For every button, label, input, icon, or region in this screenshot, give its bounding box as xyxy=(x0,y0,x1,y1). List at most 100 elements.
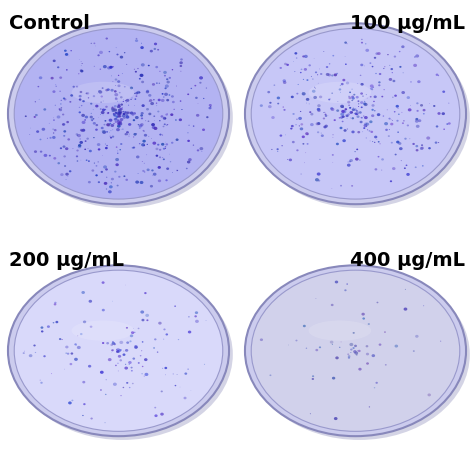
Ellipse shape xyxy=(154,120,155,121)
Ellipse shape xyxy=(364,123,367,126)
Ellipse shape xyxy=(415,145,418,147)
Ellipse shape xyxy=(118,112,121,116)
Ellipse shape xyxy=(93,109,94,110)
Ellipse shape xyxy=(361,39,363,40)
Ellipse shape xyxy=(133,328,134,329)
Ellipse shape xyxy=(366,126,367,127)
Ellipse shape xyxy=(260,338,263,341)
Ellipse shape xyxy=(157,49,159,51)
Ellipse shape xyxy=(174,305,176,307)
Ellipse shape xyxy=(169,77,171,79)
Ellipse shape xyxy=(309,320,371,341)
Ellipse shape xyxy=(269,102,272,104)
Ellipse shape xyxy=(125,133,128,136)
Ellipse shape xyxy=(119,341,123,344)
Ellipse shape xyxy=(94,163,95,164)
Ellipse shape xyxy=(350,113,351,114)
Ellipse shape xyxy=(118,84,120,87)
Ellipse shape xyxy=(170,113,173,116)
Ellipse shape xyxy=(141,319,145,321)
Ellipse shape xyxy=(122,114,126,118)
Ellipse shape xyxy=(34,116,36,118)
Ellipse shape xyxy=(342,139,346,142)
Ellipse shape xyxy=(116,350,119,352)
Ellipse shape xyxy=(356,113,358,115)
Ellipse shape xyxy=(67,176,68,177)
Ellipse shape xyxy=(140,114,143,117)
Ellipse shape xyxy=(438,142,439,143)
Ellipse shape xyxy=(127,367,128,368)
Ellipse shape xyxy=(334,119,336,121)
Ellipse shape xyxy=(148,113,151,115)
Ellipse shape xyxy=(377,52,381,55)
Ellipse shape xyxy=(157,166,161,169)
Ellipse shape xyxy=(126,131,129,134)
Ellipse shape xyxy=(102,131,106,134)
Ellipse shape xyxy=(109,51,110,52)
Ellipse shape xyxy=(109,123,111,125)
Ellipse shape xyxy=(159,134,162,136)
Ellipse shape xyxy=(277,103,279,104)
Ellipse shape xyxy=(171,142,173,144)
Ellipse shape xyxy=(392,167,395,170)
Ellipse shape xyxy=(141,350,142,351)
Ellipse shape xyxy=(118,110,120,112)
Ellipse shape xyxy=(59,108,60,110)
Ellipse shape xyxy=(296,149,299,151)
Ellipse shape xyxy=(303,94,304,95)
Ellipse shape xyxy=(364,103,368,106)
Ellipse shape xyxy=(73,86,75,88)
Ellipse shape xyxy=(120,96,123,99)
Ellipse shape xyxy=(100,69,101,70)
Ellipse shape xyxy=(135,71,137,73)
Ellipse shape xyxy=(381,96,383,97)
Ellipse shape xyxy=(249,27,470,208)
Ellipse shape xyxy=(280,67,282,69)
Ellipse shape xyxy=(155,155,158,157)
Ellipse shape xyxy=(80,70,83,73)
Ellipse shape xyxy=(144,131,145,132)
Ellipse shape xyxy=(112,136,114,137)
Ellipse shape xyxy=(397,131,399,133)
Ellipse shape xyxy=(195,311,198,314)
Ellipse shape xyxy=(325,125,328,127)
Ellipse shape xyxy=(346,283,348,285)
Ellipse shape xyxy=(361,313,365,316)
Ellipse shape xyxy=(64,155,66,157)
Ellipse shape xyxy=(300,111,301,112)
Ellipse shape xyxy=(81,114,85,117)
Ellipse shape xyxy=(93,137,95,138)
Ellipse shape xyxy=(351,185,353,187)
Ellipse shape xyxy=(349,107,351,109)
Ellipse shape xyxy=(383,68,384,69)
Ellipse shape xyxy=(97,143,100,146)
Ellipse shape xyxy=(341,106,344,108)
Ellipse shape xyxy=(193,126,194,127)
Ellipse shape xyxy=(78,145,82,148)
Ellipse shape xyxy=(378,84,381,86)
Ellipse shape xyxy=(417,80,420,83)
Ellipse shape xyxy=(53,60,56,62)
Ellipse shape xyxy=(292,141,295,143)
Ellipse shape xyxy=(443,128,445,130)
Ellipse shape xyxy=(336,73,338,74)
Ellipse shape xyxy=(291,96,294,98)
Ellipse shape xyxy=(164,118,166,119)
Ellipse shape xyxy=(426,137,430,140)
Ellipse shape xyxy=(53,128,54,129)
Ellipse shape xyxy=(394,94,397,97)
Ellipse shape xyxy=(202,128,205,131)
Ellipse shape xyxy=(372,141,373,142)
Ellipse shape xyxy=(104,109,106,110)
Ellipse shape xyxy=(153,347,155,349)
Ellipse shape xyxy=(349,161,351,163)
Ellipse shape xyxy=(268,105,272,108)
Ellipse shape xyxy=(51,77,54,80)
Ellipse shape xyxy=(119,92,121,93)
Ellipse shape xyxy=(129,387,130,388)
Ellipse shape xyxy=(55,86,57,87)
Ellipse shape xyxy=(115,112,118,114)
Ellipse shape xyxy=(63,146,65,148)
Ellipse shape xyxy=(403,308,407,310)
Ellipse shape xyxy=(369,62,371,64)
